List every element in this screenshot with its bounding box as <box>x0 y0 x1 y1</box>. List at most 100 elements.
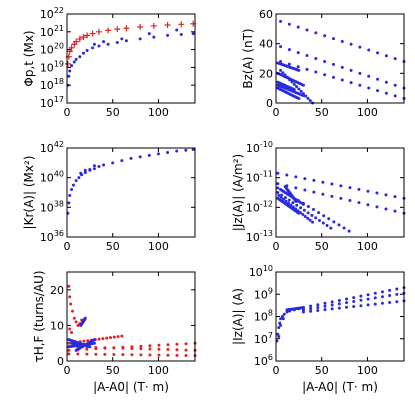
jz-point <box>327 217 331 221</box>
jz-point <box>339 184 343 188</box>
tau-point <box>85 352 89 356</box>
bz-point <box>349 68 353 72</box>
iz-point <box>337 302 341 306</box>
bz-point <box>314 70 318 74</box>
bz-point <box>393 57 397 61</box>
bz-point <box>358 45 362 49</box>
jz-point <box>295 203 299 207</box>
jz-point <box>301 202 305 206</box>
tau-point <box>121 353 125 357</box>
bz-ytick-label: 0 <box>266 97 273 110</box>
tau-ylabel: τH,F (turns/AU) <box>32 270 46 362</box>
tau-xtick-label: 50 <box>106 364 120 377</box>
bz-point <box>305 67 309 71</box>
kr-point <box>156 152 160 156</box>
phi-point <box>138 37 142 41</box>
jz-point <box>282 197 286 201</box>
bz-point <box>367 86 371 90</box>
tau-xtick-label: 100 <box>148 364 169 377</box>
bz-point <box>279 68 283 72</box>
iz-point <box>282 312 286 316</box>
tau-point <box>92 338 96 342</box>
jz-point <box>303 214 307 218</box>
phi-point <box>150 22 157 29</box>
phi-point <box>115 40 119 44</box>
bz-point <box>367 74 371 78</box>
phi-point <box>164 22 171 29</box>
kr-point <box>79 171 83 175</box>
bz-point <box>393 83 397 87</box>
iz-point <box>277 335 281 339</box>
tau-point <box>67 348 71 352</box>
phi-point <box>191 32 195 36</box>
jz-point <box>294 175 298 179</box>
kr-ylabel: |Kr(A)| (Mx²) <box>22 156 36 230</box>
jz-point <box>280 193 284 197</box>
iz-point <box>380 290 384 294</box>
iz-xtick-label: 100 <box>357 364 378 377</box>
jz-point <box>357 201 361 205</box>
kr-ytick-label: 1036 <box>40 229 64 244</box>
tau-point <box>130 347 134 351</box>
bz-point <box>331 62 335 66</box>
bz-point <box>323 34 327 38</box>
jz-point <box>303 188 307 192</box>
panel-bz: 0 50 100 0 20 40 60 Bz(A) (nT) <box>241 8 406 119</box>
kr-point <box>111 161 115 165</box>
bz-point <box>384 54 388 58</box>
tau-point <box>67 284 71 288</box>
tau-ytick-label: 10 <box>50 319 64 332</box>
tau-point <box>184 348 188 352</box>
iz-point <box>345 301 349 305</box>
bz-point <box>340 39 344 43</box>
tau-point <box>175 342 179 346</box>
iz-point <box>277 326 281 330</box>
phi-point <box>102 40 106 44</box>
bz-point <box>297 87 301 91</box>
bz-point <box>287 62 291 66</box>
phi-point <box>84 32 91 39</box>
tau-point <box>70 331 74 335</box>
kr-point <box>138 155 142 159</box>
bz-ytick-label: 40 <box>259 38 273 51</box>
bz-point <box>292 82 296 86</box>
iz-point <box>309 304 313 308</box>
iz-point <box>323 301 327 305</box>
bz-point <box>384 80 388 84</box>
jz-point <box>294 199 298 203</box>
jz-point <box>366 203 370 207</box>
phi-point <box>81 51 85 55</box>
iz-point <box>395 287 399 291</box>
jz-point <box>311 208 315 212</box>
bz-point <box>376 89 380 93</box>
iz-point <box>316 303 320 307</box>
bz-point <box>314 57 318 60</box>
phi-ytick-label: 1018 <box>40 77 64 92</box>
bz-point <box>297 68 301 72</box>
kr-point <box>120 159 124 163</box>
jz-point <box>317 218 321 222</box>
phi-point <box>91 46 95 50</box>
tau-xtick-label: 0 <box>64 364 71 377</box>
kr-point <box>68 193 72 197</box>
iz-point <box>373 302 377 306</box>
phi-point <box>152 35 156 39</box>
phi-point <box>97 44 101 48</box>
iz-point <box>281 317 285 321</box>
bz-point <box>279 45 283 49</box>
bz-point <box>314 31 318 35</box>
jz-point <box>303 177 307 181</box>
tau-point <box>166 353 170 357</box>
tau-ytick-label: 20 <box>50 284 64 297</box>
iz-xtick-label: 0 <box>273 364 280 377</box>
xlabel-iz: |A-A0| (T· m) <box>302 380 378 394</box>
phi-point <box>105 27 112 34</box>
iz-point <box>323 308 327 312</box>
phi-ytick-label: 1022 <box>40 6 64 21</box>
kr-point <box>83 168 87 172</box>
tau-point <box>157 343 161 347</box>
iz-xtick-label: 50 <box>315 364 329 377</box>
tau-point <box>94 352 98 356</box>
bz-point <box>331 37 335 41</box>
